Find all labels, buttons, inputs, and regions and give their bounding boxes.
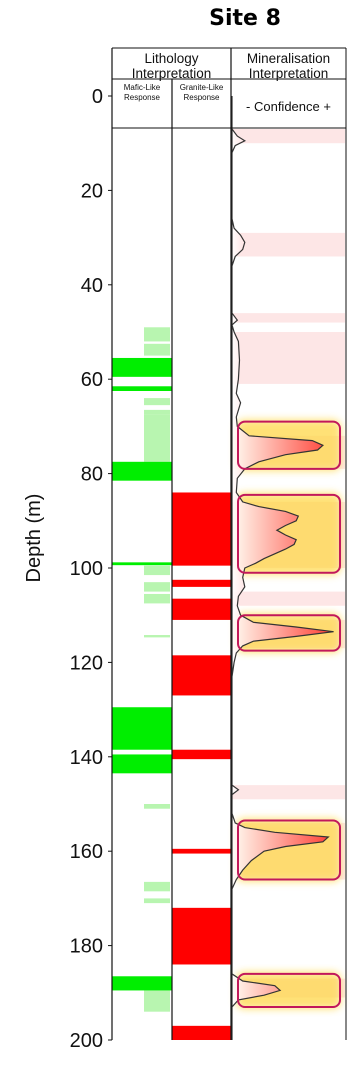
- granite-interval: [172, 1025, 231, 1040]
- y-tick-label: 140: [70, 747, 103, 769]
- mineralisation-header: Mineralisation: [247, 51, 330, 66]
- mafic-weak-interval: [144, 898, 170, 904]
- mafic-interval: [112, 562, 172, 566]
- mafic-weak-interval: [144, 593, 170, 604]
- y-tick-label: 80: [81, 464, 103, 486]
- mafic-column-header: Mafic-Like: [124, 83, 161, 92]
- y-tick-label: 0: [92, 86, 103, 108]
- mineralisation-box: [237, 614, 341, 652]
- y-tick-label: 160: [70, 841, 103, 863]
- confidence-shade-band: [232, 129, 345, 144]
- mafic-weak-interval: [144, 582, 170, 592]
- confidence-label: - Confidence +: [246, 99, 331, 114]
- mafic-column-header: Response: [124, 93, 161, 102]
- confidence-shade-band: [232, 232, 345, 257]
- lithology-header: Interpretation: [132, 66, 212, 81]
- mafic-interval: [112, 357, 172, 377]
- mafic-weak-interval: [144, 565, 170, 576]
- mafic-interval: [112, 754, 172, 774]
- mafic-weak-interval: [144, 414, 170, 462]
- granite-interval: [172, 655, 231, 696]
- confidence-shade-band: [232, 591, 345, 606]
- granite-column-header: Response: [183, 93, 220, 102]
- mafic-weak-interval: [144, 398, 170, 406]
- granite-column-header: Granite-Like: [180, 83, 224, 92]
- mineralisation-box: [237, 972, 341, 1008]
- granite-interval: [172, 907, 231, 965]
- mafic-interval: [112, 976, 172, 991]
- y-tick-label: 100: [70, 558, 103, 580]
- mafic-weak-interval: [144, 881, 170, 892]
- mafic-weak-interval: [144, 635, 170, 638]
- mafic-weak-interval: [144, 343, 170, 356]
- granite-interval: [172, 848, 231, 854]
- mafic-weak-interval: [144, 327, 170, 342]
- box-glow: [236, 971, 341, 1009]
- mafic-interval: [112, 461, 172, 481]
- mineralisation-header: Interpretation: [249, 66, 329, 81]
- mafic-interval: [112, 707, 172, 750]
- confidence-shade-band: [232, 785, 345, 800]
- granite-interval: [172, 749, 231, 760]
- y-tick-label: 200: [70, 1030, 103, 1052]
- granite-interval: [172, 579, 231, 587]
- granite-interval: [172, 598, 231, 620]
- y-axis-title: Depth (m): [23, 494, 45, 583]
- confidence-shade-band: [232, 332, 345, 384]
- y-tick-label: 40: [81, 275, 103, 297]
- y-tick-label: 120: [70, 652, 103, 674]
- confidence-shade-band: [232, 313, 345, 323]
- y-tick-label: 20: [81, 180, 103, 202]
- y-tick-label: 180: [70, 936, 103, 958]
- confidence-profile: [231, 96, 334, 1040]
- mineralisation-box: [237, 493, 341, 574]
- mafic-weak-interval: [144, 804, 170, 809]
- mafic-weak-interval: [144, 990, 170, 1012]
- granite-interval: [172, 492, 231, 566]
- mineralisation-box: [237, 819, 341, 881]
- chart-title: Site 8: [209, 6, 281, 31]
- y-tick-label: 60: [81, 369, 103, 391]
- lithology-header: Lithology: [144, 51, 198, 66]
- mafic-interval: [112, 386, 172, 391]
- mineralisation-box: [237, 420, 341, 470]
- mafic-weak-interval: [144, 409, 170, 415]
